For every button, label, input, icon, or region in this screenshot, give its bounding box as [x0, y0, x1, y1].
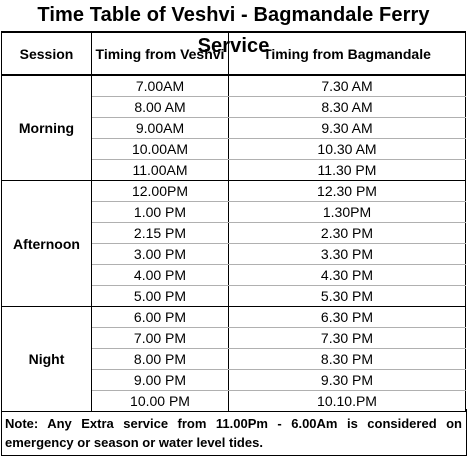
time-from-veshvi: 5.00 PM [91, 285, 229, 307]
table-row: Afternoon 12.00PM 12.30 PM [1, 180, 466, 307]
time-from-bagmandale: 10.30 AM [228, 138, 466, 160]
footnote: Note: Any Extra service from 11.00Pm - 6… [1, 409, 467, 456]
time-from-bagmandale: 7.30 PM [228, 327, 466, 349]
table-row: 9.00 PM 9.30 PM [2, 369, 466, 391]
time-from-veshvi: 10.00AM [91, 138, 229, 160]
time-from-bagmandale: 8.30 AM [228, 96, 466, 118]
time-from-veshvi: 8.00 AM [91, 96, 229, 118]
table-row: 2.15 PM 2.30 PM [2, 222, 466, 244]
table-row: 11.00AM 11.30 PM [2, 159, 466, 181]
time-from-veshvi: 2.15 PM [91, 222, 229, 244]
time-from-bagmandale: 11.30 PM [228, 159, 466, 181]
time-from-veshvi: 9.00AM [91, 117, 229, 139]
time-from-bagmandale: 8.30 PM [228, 348, 466, 370]
table-row: 9.00AM 9.30 AM [2, 117, 466, 139]
table-row: 5.00 PM 5.30 PM [2, 285, 466, 307]
column-header-session: Session [1, 31, 92, 76]
table-row: 10.00 PM 10.10.PM [2, 390, 466, 412]
time-from-bagmandale: 12.30 PM [228, 180, 466, 202]
table-row: 7.00 PM 7.30 PM [2, 327, 466, 349]
timetable: Session Timing from Veshvi Timing from B… [1, 31, 466, 412]
session-label: Night [1, 306, 92, 412]
time-from-bagmandale: 9.30 AM [228, 117, 466, 139]
session-label: Afternoon [1, 180, 92, 307]
table-row: Morning 7.00AM 7.30 AM [1, 75, 466, 181]
time-from-bagmandale: 1.30PM [228, 201, 466, 223]
header-row: Session Timing from Veshvi Timing from B… [1, 31, 466, 76]
column-header-from-bagmandale: Timing from Bagmandale [228, 31, 466, 76]
page-title: Time Table of Veshvi - Bagmandale Ferry … [37, 4, 430, 57]
time-from-bagmandale: 3.30 PM [228, 243, 466, 265]
time-from-bagmandale: 2.30 PM [228, 222, 466, 244]
time-from-veshvi: 7.00AM [91, 75, 229, 97]
time-from-veshvi: 8.00 PM [91, 348, 229, 370]
time-from-veshvi: 9.00 PM [91, 369, 229, 391]
time-from-bagmandale: 4.30 PM [228, 264, 466, 286]
table-row: 3.00 PM 3.30 PM [2, 243, 466, 265]
time-from-veshvi: 1.00 PM [91, 201, 229, 223]
table-row: 10.00AM 10.30 AM [2, 138, 466, 160]
timetable-body: Morning 7.00AM 7.30 AM 8.00 AM 8.30 AM 9.00AM… [1, 75, 466, 412]
time-from-veshvi: 11.00AM [91, 159, 229, 181]
time-from-bagmandale: 5.30 PM [228, 285, 466, 307]
time-from-veshvi: 6.00 PM [91, 306, 229, 328]
table-row: Night 6.00 PM 6.30 PM [1, 306, 466, 412]
table-row: 1.00 PM 1.30PM [2, 201, 466, 223]
time-from-veshvi: 3.00 PM [91, 243, 229, 265]
table-row: 8.00 PM 8.30 PM [2, 348, 466, 370]
session-label: Morning [1, 75, 92, 181]
table-row: 8.00 AM 8.30 AM [2, 96, 466, 118]
time-from-bagmandale: 9.30 PM [228, 369, 466, 391]
column-header-from-veshvi: Timing from Veshvi [91, 31, 229, 76]
time-from-veshvi: 4.00 PM [91, 264, 229, 286]
time-from-veshvi: 10.00 PM [91, 390, 229, 412]
time-from-veshvi: 7.00 PM [91, 327, 229, 349]
time-from-veshvi: 12.00PM [91, 180, 229, 202]
time-from-bagmandale: 6.30 PM [228, 306, 466, 328]
time-from-bagmandale: 10.10.PM [228, 390, 466, 412]
time-from-bagmandale: 7.30 AM [228, 75, 466, 97]
table-row: 4.00 PM 4.30 PM [2, 264, 466, 286]
